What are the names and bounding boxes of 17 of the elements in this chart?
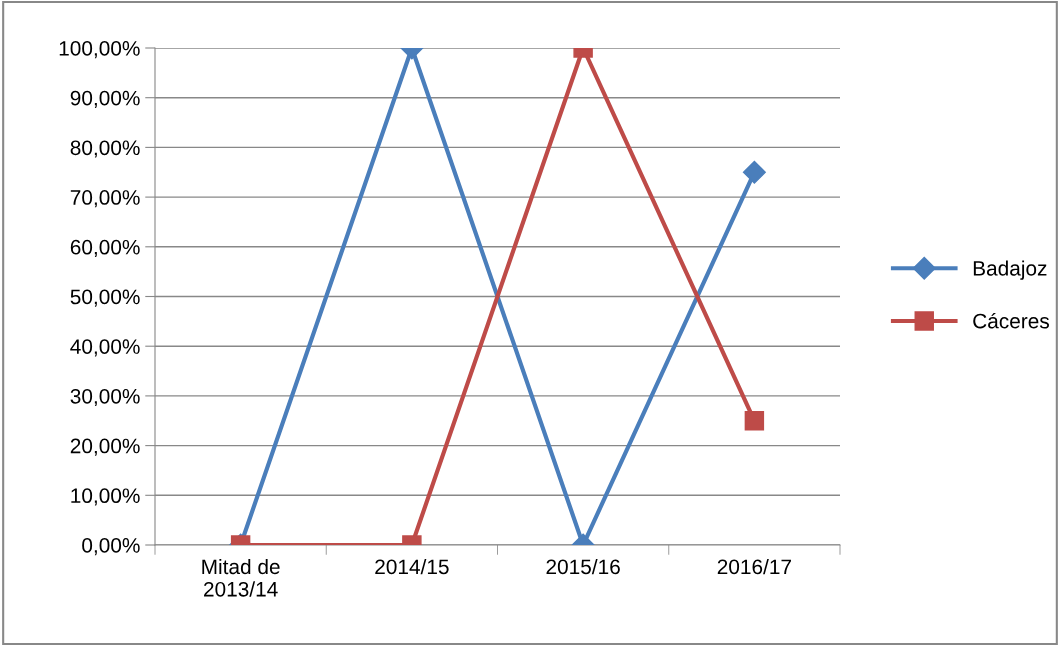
- y-tick-label: 0,00%: [82, 538, 140, 556]
- x-tick-label: Mitad de 2013/14: [202, 558, 280, 597]
- y-tick-label: 70,00%: [70, 190, 140, 208]
- y-tick-label: 50,00%: [70, 289, 140, 307]
- y-tick-label: 30,00%: [70, 388, 140, 407]
- y-tick-label: 10,00%: [71, 488, 140, 506]
- y-tick-label: 100,00%: [59, 41, 140, 59]
- y-tick-label: 80,00%: [70, 140, 140, 158]
- y-tick-label: 90,00%: [70, 90, 140, 108]
- y-tick-label: 20,00%: [70, 438, 140, 456]
- y-tick-label: 60,00%: [70, 239, 140, 258]
- y-tick-label: 40,00%: [70, 339, 140, 357]
- x-tick-label: 2014/15: [375, 558, 449, 575]
- legend-label: Cáceres: [973, 312, 1049, 329]
- x-tick-label: 2016/17: [717, 558, 791, 575]
- legend-label: Badajoz: [973, 260, 1047, 280]
- x-tick-label: 2015/16: [546, 558, 620, 575]
